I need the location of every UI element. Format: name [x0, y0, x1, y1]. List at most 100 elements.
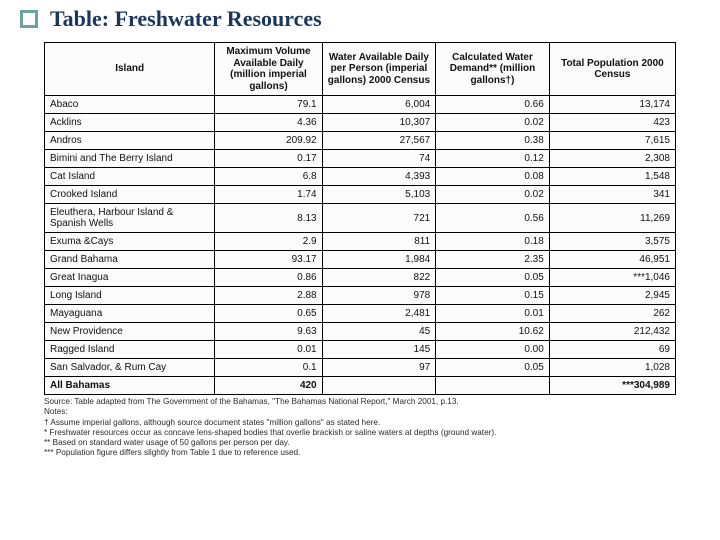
cell-island: San Salvador, & Rum Cay	[45, 359, 215, 377]
cell-population: 212,432	[549, 323, 675, 341]
cell-demand: 0.12	[436, 150, 550, 168]
table-row: Acklins4.3610,3070.02423	[45, 114, 676, 132]
cell-island: Cat Island	[45, 168, 215, 186]
table-row: Long Island2.889780.152,945	[45, 287, 676, 305]
cell-population: 3,575	[549, 233, 675, 251]
note-2: * Freshwater resources occur as concave …	[44, 428, 676, 438]
cell-per-person: 2,481	[322, 305, 436, 323]
table-row: Bimini and The Berry Island0.17740.122,3…	[45, 150, 676, 168]
cell-population: 1,548	[549, 168, 675, 186]
cell-volume: 4.36	[215, 114, 322, 132]
table-row: Eleuthera, Harbour Island & Spanish Well…	[45, 204, 676, 233]
table-row: Abaco79.16,0040.6613,174	[45, 96, 676, 114]
cell-volume: 209.92	[215, 132, 322, 150]
cell-per-person	[322, 377, 436, 395]
cell-per-person: 1,984	[322, 251, 436, 269]
cell-population: 341	[549, 186, 675, 204]
table-total-row: All Bahamas420 ***304,989	[45, 377, 676, 395]
cell-island: Great Inagua	[45, 269, 215, 287]
cell-island: Mayaguana	[45, 305, 215, 323]
cell-volume: 1.74	[215, 186, 322, 204]
cell-volume: 9.63	[215, 323, 322, 341]
cell-volume: 6.8	[215, 168, 322, 186]
col-population: Total Population 2000 Census	[549, 43, 675, 96]
freshwater-table: Island Maximum Volume Available Daily (m…	[44, 42, 676, 395]
cell-volume: 420	[215, 377, 322, 395]
cell-population: ***1,046	[549, 269, 675, 287]
cell-island: Eleuthera, Harbour Island & Spanish Well…	[45, 204, 215, 233]
cell-per-person: 5,103	[322, 186, 436, 204]
cell-demand: 0.01	[436, 305, 550, 323]
cell-island: Long Island	[45, 287, 215, 305]
cell-island: Ragged Island	[45, 341, 215, 359]
cell-island: New Providence	[45, 323, 215, 341]
cell-demand: 0.02	[436, 186, 550, 204]
freshwater-table-container: Island Maximum Volume Available Daily (m…	[44, 42, 676, 395]
title-bullet-icon	[20, 10, 38, 28]
note-1: † Assume imperial gallons, although sour…	[44, 418, 676, 428]
cell-demand: 0.05	[436, 269, 550, 287]
cell-volume: 0.1	[215, 359, 322, 377]
col-demand: Calculated Water Demand** (million gallo…	[436, 43, 550, 96]
cell-demand: 0.08	[436, 168, 550, 186]
note-label: Notes:	[44, 407, 676, 417]
cell-population: 262	[549, 305, 675, 323]
cell-island: Exuma &Cays	[45, 233, 215, 251]
cell-island: Andros	[45, 132, 215, 150]
cell-population: 11,269	[549, 204, 675, 233]
table-row: Andros209.9227,5670.387,615	[45, 132, 676, 150]
note-4: *** Population figure differs slightly f…	[44, 448, 676, 458]
cell-per-person: 97	[322, 359, 436, 377]
col-per-person: Water Available Daily per Person (imperi…	[322, 43, 436, 96]
cell-per-person: 4,393	[322, 168, 436, 186]
cell-volume: 0.86	[215, 269, 322, 287]
cell-island: Grand Bahama	[45, 251, 215, 269]
cell-per-person: 6,004	[322, 96, 436, 114]
note-3: ** Based on standard water usage of 50 g…	[44, 438, 676, 448]
table-row: Exuma &Cays2.98110.183,575	[45, 233, 676, 251]
cell-population: 69	[549, 341, 675, 359]
cell-population: ***304,989	[549, 377, 675, 395]
cell-island: Abaco	[45, 96, 215, 114]
table-row: Cat Island6.84,3930.081,548	[45, 168, 676, 186]
cell-population: 2,945	[549, 287, 675, 305]
cell-volume: 93.17	[215, 251, 322, 269]
table-row: New Providence9.634510.62212,432	[45, 323, 676, 341]
cell-per-person: 45	[322, 323, 436, 341]
cell-volume: 2.9	[215, 233, 322, 251]
cell-volume: 0.17	[215, 150, 322, 168]
cell-volume: 2.88	[215, 287, 322, 305]
notes-block: Source: Table adapted from The Governmen…	[44, 397, 676, 459]
col-volume: Maximum Volume Available Daily (million …	[215, 43, 322, 96]
table-row: Grand Bahama93.171,9842.3546,951	[45, 251, 676, 269]
cell-demand: 2.35	[436, 251, 550, 269]
cell-island: All Bahamas	[45, 377, 215, 395]
cell-demand: 0.18	[436, 233, 550, 251]
cell-population: 13,174	[549, 96, 675, 114]
cell-demand: 0.02	[436, 114, 550, 132]
cell-demand: 0.66	[436, 96, 550, 114]
cell-per-person: 822	[322, 269, 436, 287]
cell-demand: 0.00	[436, 341, 550, 359]
cell-island: Crooked Island	[45, 186, 215, 204]
cell-demand: 0.05	[436, 359, 550, 377]
table-header-row: Island Maximum Volume Available Daily (m…	[45, 43, 676, 96]
table-row: Ragged Island0.011450.0069	[45, 341, 676, 359]
cell-demand: 10.62	[436, 323, 550, 341]
cell-volume: 8.13	[215, 204, 322, 233]
cell-per-person: 978	[322, 287, 436, 305]
page-title: Table: Freshwater Resources	[50, 6, 322, 32]
cell-per-person: 27,567	[322, 132, 436, 150]
cell-demand	[436, 377, 550, 395]
cell-island: Bimini and The Berry Island	[45, 150, 215, 168]
cell-population: 423	[549, 114, 675, 132]
cell-volume: 0.65	[215, 305, 322, 323]
cell-population: 2,308	[549, 150, 675, 168]
cell-per-person: 721	[322, 204, 436, 233]
cell-demand: 0.56	[436, 204, 550, 233]
cell-demand: 0.38	[436, 132, 550, 150]
table-row: San Salvador, & Rum Cay0.1970.051,028	[45, 359, 676, 377]
cell-volume: 0.01	[215, 341, 322, 359]
cell-per-person: 145	[322, 341, 436, 359]
cell-volume: 79.1	[215, 96, 322, 114]
